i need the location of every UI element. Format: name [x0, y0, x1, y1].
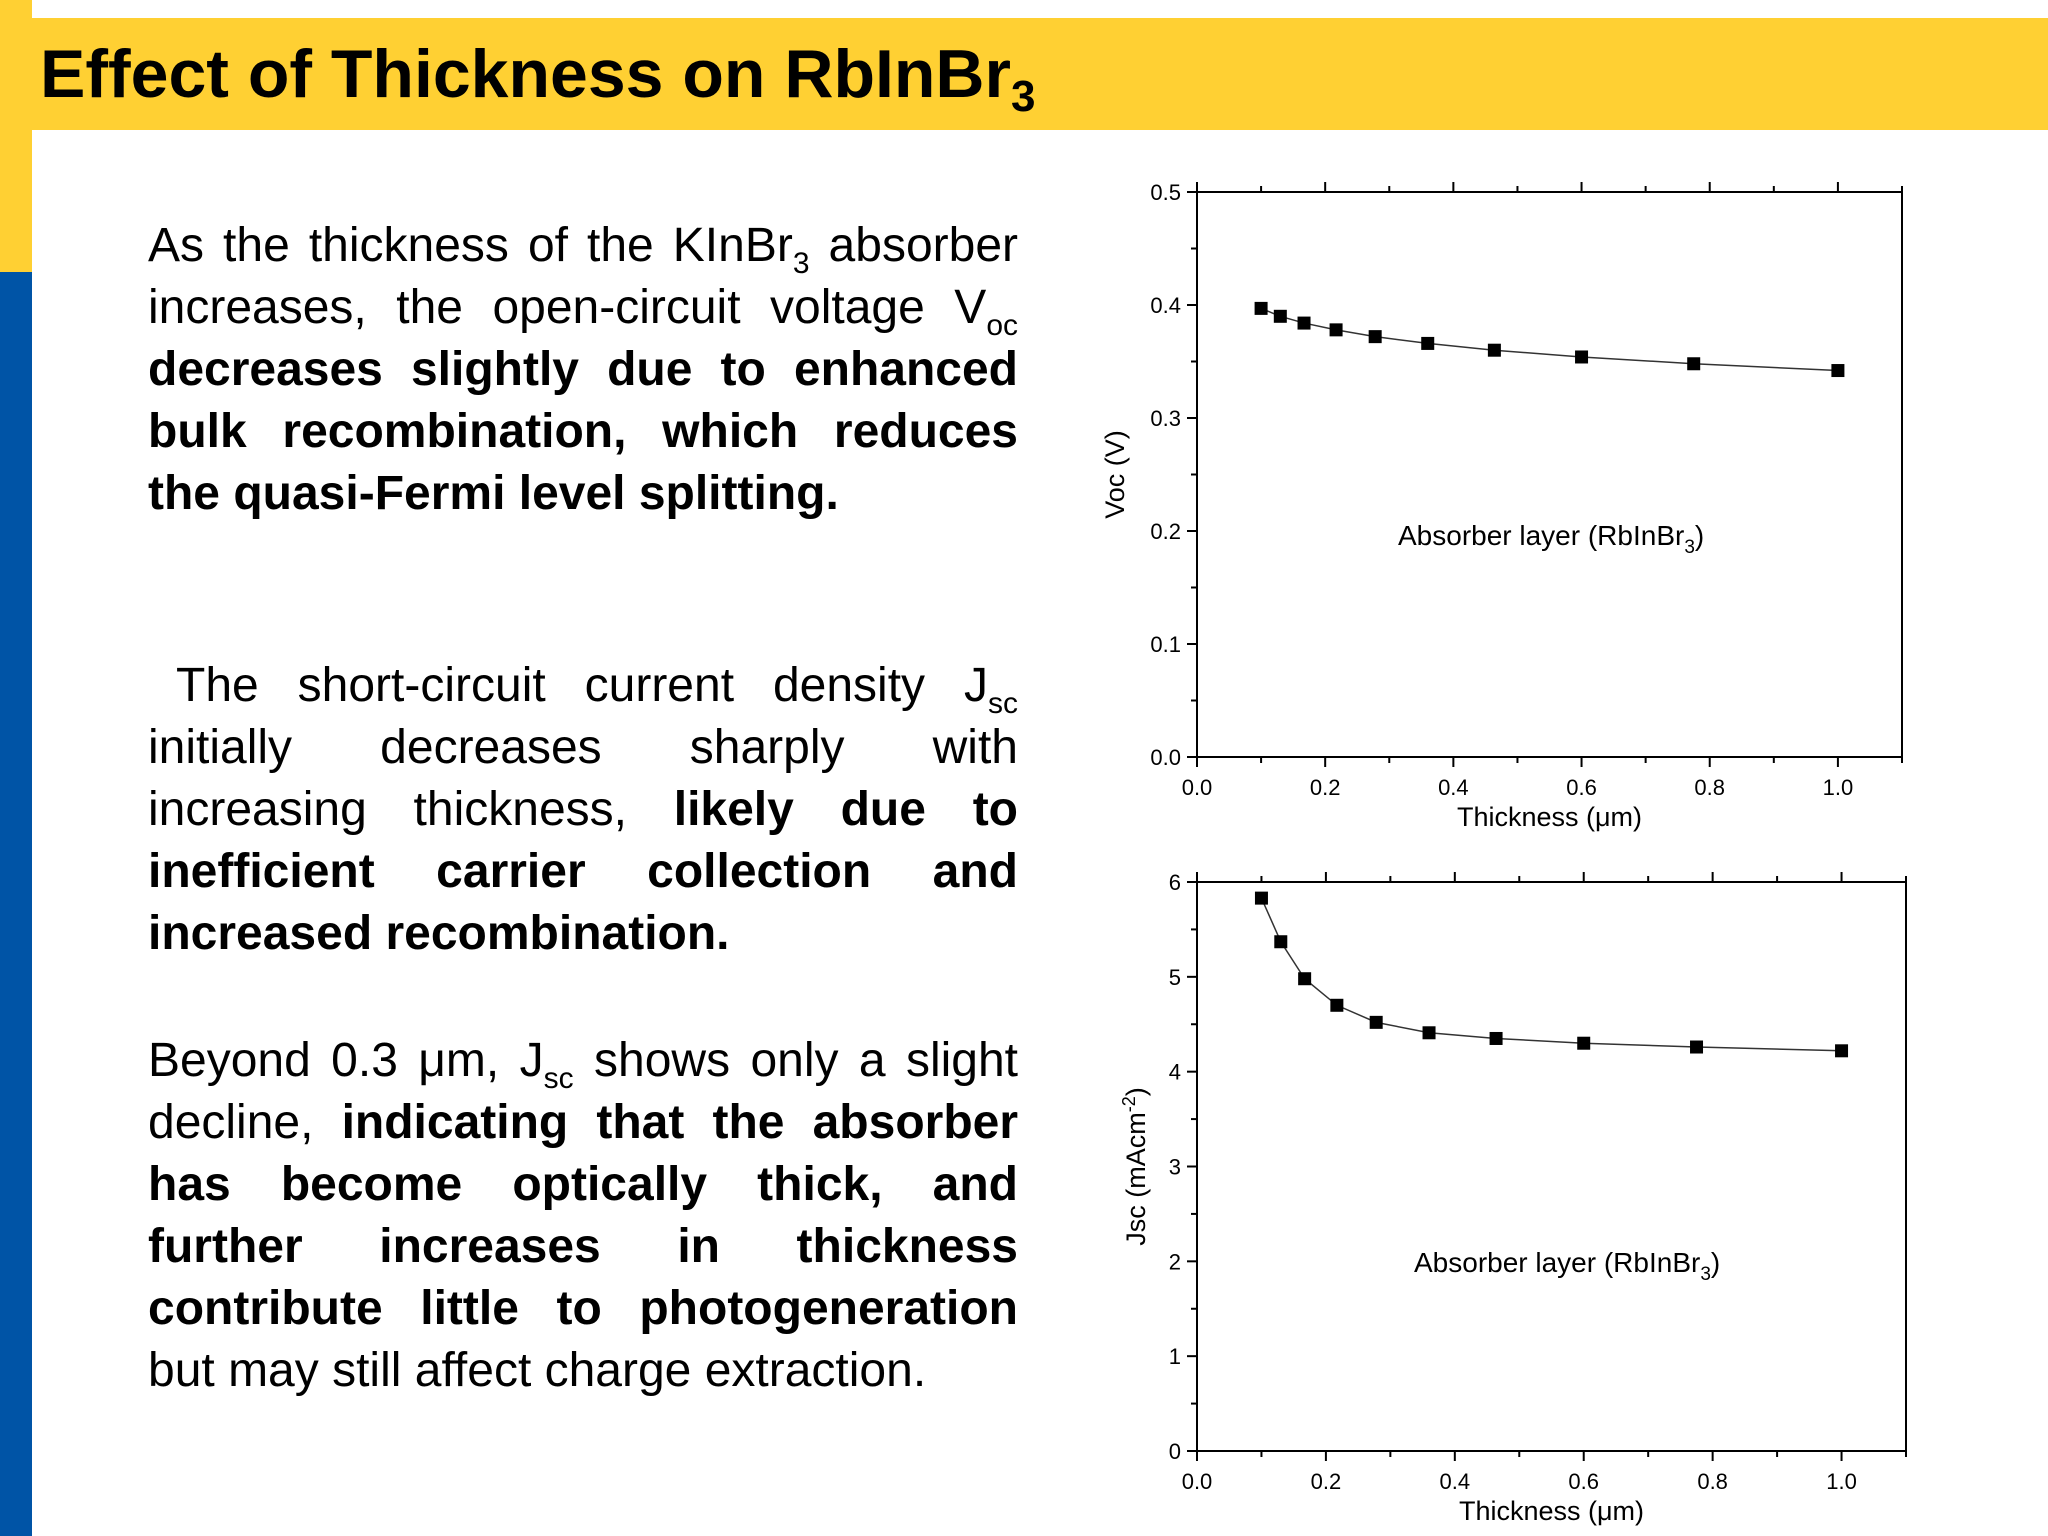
- x-tick-label: 0.4: [1438, 775, 1469, 800]
- data-point: [1298, 972, 1312, 986]
- annotation-end: ): [1695, 520, 1704, 551]
- x-tick-label: 0.6: [1566, 775, 1597, 800]
- y-tick-label: 1: [1169, 1344, 1181, 1369]
- x-axis-title: Thickness (μm): [1457, 802, 1642, 832]
- x-tick-label: 0.6: [1568, 1469, 1599, 1494]
- y-tick-label: 2: [1169, 1249, 1181, 1274]
- p1-text-1: As the thickness of the KInBr: [148, 219, 793, 272]
- annotation-subscript: 3: [1700, 1264, 1711, 1285]
- annotation-end: ): [1711, 1247, 1720, 1278]
- paragraph-jsc: The short-circuit current density Jsc in…: [148, 655, 1018, 965]
- y-axis-title: Jsc (mAcm-2): [1119, 1087, 1151, 1246]
- p2-bold: likely due to inefficient carrier collec…: [148, 783, 1018, 960]
- data-point: [1330, 998, 1344, 1012]
- chart-1: 0.0 0.2 0.4 0.6 0.8 1.0 0.0 0.1 0.2 0.3 0.4 0.5 Thic…: [1100, 180, 1903, 832]
- data-point: [1687, 357, 1701, 371]
- y-axis-title-sup: -2: [1119, 1096, 1139, 1112]
- annotation-label: Absorber layer (RbInBr3): [1398, 520, 1704, 558]
- x-tick-label: 0.8: [1694, 775, 1725, 800]
- data-point: [1421, 336, 1435, 350]
- data-point: [1273, 309, 1287, 323]
- accent-bar-top: [0, 0, 32, 272]
- data-point: [1835, 1044, 1849, 1058]
- annotation-label: Absorber layer (RbInBr3): [1414, 1247, 1720, 1285]
- p3-text-2: shows only a slight decline,: [148, 1034, 1019, 1149]
- x-tick-label: 0.0: [1182, 1469, 1213, 1494]
- series-line: [1260, 897, 1842, 1052]
- annotation-text: Absorber layer (RbInBr: [1414, 1247, 1700, 1278]
- y-axis-title: Voc (V): [1100, 430, 1130, 519]
- data-point: [1274, 935, 1288, 949]
- data-point: [1690, 1040, 1704, 1054]
- data-point: [1487, 343, 1501, 357]
- p1-text-2: absorber increases, the open-circuit vol…: [148, 219, 1018, 334]
- y-tick-label: 0.2: [1150, 519, 1181, 544]
- slide-title: Effect of Thickness on RbInBr3: [40, 34, 1035, 119]
- data-point: [1575, 350, 1589, 364]
- x-tick-label: 1.0: [1823, 775, 1854, 800]
- accent-bar-side: [0, 272, 32, 1536]
- y-tick-label: 5: [1169, 965, 1181, 990]
- y-tick-label: 0: [1169, 1439, 1181, 1464]
- slide-title-subscript: 3: [1011, 72, 1036, 121]
- y-axis-title-text: Voc (V): [1100, 430, 1130, 519]
- y-tick-label: 4: [1169, 1060, 1181, 1085]
- slide-title-text: Effect of Thickness on RbInBr: [40, 36, 1011, 112]
- paragraph-beyond: Beyond 0.3 μm, Jsc shows only a slight d…: [148, 1030, 1018, 1402]
- p2-sub-1: sc: [988, 687, 1018, 720]
- y-tick-label: 3: [1169, 1155, 1181, 1180]
- p1-sub-2: oc: [986, 309, 1018, 342]
- p3-text-1: Beyond 0.3 μm, J: [148, 1034, 544, 1087]
- data-point: [1422, 1026, 1436, 1040]
- data-point: [1254, 891, 1268, 905]
- x-tick-label: 0.2: [1311, 1469, 1342, 1494]
- annotation-subscript: 3: [1684, 537, 1695, 558]
- y-tick-label: 0.3: [1150, 406, 1181, 431]
- chart-2: 0.0 0.2 0.4 0.6 0.8 1.0 0 1 2 3 4 5 6 Thickness (μm) J…: [1119, 870, 1907, 1526]
- data-point: [1369, 1015, 1383, 1029]
- x-tick-label: 0.0: [1182, 775, 1213, 800]
- data-point: [1254, 301, 1268, 315]
- x-tick-label: 0.2: [1310, 775, 1341, 800]
- p1-bold: decreases slightly due to enhanced bulk …: [148, 343, 1018, 520]
- y-axis-title-text: Jsc (mAcm: [1121, 1112, 1151, 1245]
- p3-sub-1: sc: [543, 1062, 574, 1095]
- p3-bold: indicating that the absorber has become …: [148, 1096, 1019, 1335]
- plot-frame: [1196, 881, 1907, 1452]
- y-tick-label: 0.0: [1150, 745, 1181, 770]
- data-point: [1577, 1036, 1591, 1050]
- data-point: [1489, 1031, 1503, 1045]
- paragraph-voc: As the thickness of the KInBr3 absorber …: [148, 215, 1018, 525]
- p1-sub-1: 3: [792, 247, 810, 280]
- series-line: [1260, 307, 1838, 372]
- y-tick-label: 6: [1169, 870, 1181, 895]
- y-tick-label: 0.1: [1150, 632, 1181, 657]
- p2-text-2: initially decreases sharply with increas…: [148, 721, 1018, 836]
- y-tick-label: 0.4: [1150, 293, 1181, 318]
- x-tick-label: 0.4: [1440, 1469, 1471, 1494]
- data-point: [1831, 364, 1845, 378]
- y-axis-title-end: ): [1121, 1087, 1151, 1096]
- x-tick-label: 1.0: [1826, 1469, 1857, 1494]
- y-tick-label: 0.5: [1150, 180, 1181, 205]
- p2-text-1: The short-circuit current density J: [176, 659, 988, 712]
- data-point: [1368, 330, 1382, 344]
- annotation-text: Absorber layer (RbInBr: [1398, 520, 1684, 551]
- x-tick-label: 0.8: [1697, 1469, 1728, 1494]
- data-point: [1329, 323, 1343, 337]
- data-point: [1297, 316, 1311, 330]
- x-axis-title: Thickness (μm): [1459, 1496, 1644, 1526]
- title-banner: [32, 18, 2048, 130]
- p3-text-3: but may still affect charge extraction.: [148, 1344, 927, 1397]
- plot-frame: [1196, 191, 1903, 758]
